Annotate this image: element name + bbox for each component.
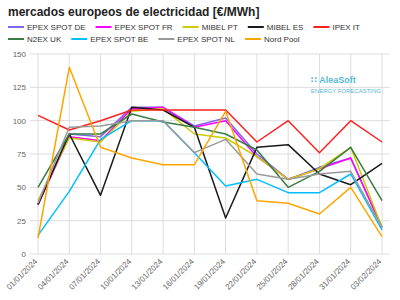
grid-line-x	[69, 54, 70, 254]
y-tick-label: 125	[13, 83, 27, 92]
x-tick-label: 31/01/2024	[317, 257, 352, 292]
legend-item: IPEX IT	[313, 23, 360, 32]
x-tick-label: 19/01/2024	[192, 257, 227, 292]
series-line	[38, 67, 382, 238]
y-tick-label: 50	[17, 183, 26, 192]
legend-label: IPEX IT	[332, 23, 360, 32]
legend-swatch	[96, 26, 112, 28]
chart: mercados europeos de electricidad [€/MWh…	[0, 0, 400, 300]
grid-line-x	[131, 54, 132, 254]
legend: EPEX SPOT DE EPEX SPOT FR MIBEL PT MIBEL ES…	[8, 23, 360, 44]
grid-line-x	[382, 54, 383, 254]
grid-line-x	[100, 54, 101, 254]
legend-item: Nord Pool	[245, 35, 300, 44]
axes: 0 25 50 75 100 125 150 01/01/202404/01/202407/0…	[5, 50, 384, 292]
legend-swatch	[8, 38, 24, 40]
grid-line-x	[225, 54, 226, 254]
legend-item: MIBEL ES	[248, 23, 304, 32]
y-tick-label: 100	[13, 117, 27, 126]
x-tick-label: 16/01/2024	[161, 257, 196, 292]
legend-label: EPEX SPOT NL	[177, 35, 235, 44]
legend-item: EPEX SPOT NL	[158, 35, 235, 44]
legend-label: EPEX SPOT BE	[90, 35, 148, 44]
legend-item: N2EX UK	[8, 35, 62, 44]
grid-line-y	[30, 154, 390, 155]
legend-label: MIBEL ES	[267, 23, 304, 32]
legend-label: N2EX UK	[27, 35, 62, 44]
grid-line-y	[30, 187, 390, 188]
y-tick-label: 150	[13, 50, 27, 59]
grid-line-y	[30, 120, 390, 121]
legend-item: EPEX SPOT FR	[96, 23, 173, 32]
annotations: ∷ AleaSoft ENERGY FORECASTING	[311, 75, 382, 94]
x-tick-label: 01/01/2024	[5, 257, 40, 292]
y-tick-label: 75	[17, 150, 26, 159]
grid-line-y	[30, 254, 390, 255]
x-tick-label: 07/01/2024	[67, 257, 102, 292]
title: mercados europeos de electricidad [€/MWh…	[8, 5, 259, 19]
y-tick-label: 25	[17, 217, 26, 226]
legend-label: Nord Pool	[264, 35, 300, 44]
legend-item: EPEX SPOT DE	[8, 23, 86, 32]
legend-label: MIBEL PT	[202, 23, 238, 32]
x-tick-label: 04/01/2024	[36, 257, 71, 292]
legend-label: EPEX SPOT DE	[27, 23, 86, 32]
x-tick-label: 03/02/2024	[349, 257, 384, 292]
grid-line-x	[288, 54, 289, 254]
legend-swatch	[158, 38, 174, 40]
series-line	[38, 109, 382, 228]
x-tick-label: 25/01/2024	[255, 257, 290, 292]
legend-item: MIBEL PT	[183, 23, 238, 32]
legend-swatch	[71, 38, 87, 40]
annotation: ENERGY FORECASTING	[311, 88, 382, 94]
legend-label: EPEX SPOT FR	[115, 23, 173, 32]
series-line	[38, 107, 382, 227]
series-line	[38, 107, 382, 218]
grid-line-y	[30, 220, 390, 221]
lines	[38, 67, 382, 238]
legend-swatch	[8, 26, 24, 28]
grid-line-x	[38, 54, 39, 254]
legend-swatch	[248, 26, 264, 28]
legend-swatch	[313, 26, 329, 28]
grid-line-x	[163, 54, 164, 254]
legend-swatch	[245, 38, 261, 40]
legend-swatch	[183, 26, 199, 28]
grid	[30, 54, 390, 254]
y-tick-label: 0	[22, 250, 27, 259]
x-tick-label: 22/01/2024	[224, 257, 259, 292]
x-tick-label: 28/01/2024	[286, 257, 321, 292]
x-tick-label: 13/01/2024	[130, 257, 165, 292]
grid-line-y	[30, 54, 390, 55]
annotation: ∷ AleaSoft	[311, 75, 356, 85]
series-line	[38, 107, 382, 227]
legend-item: EPEX SPOT BE	[71, 35, 148, 44]
x-tick-label: 10/01/2024	[99, 257, 134, 292]
